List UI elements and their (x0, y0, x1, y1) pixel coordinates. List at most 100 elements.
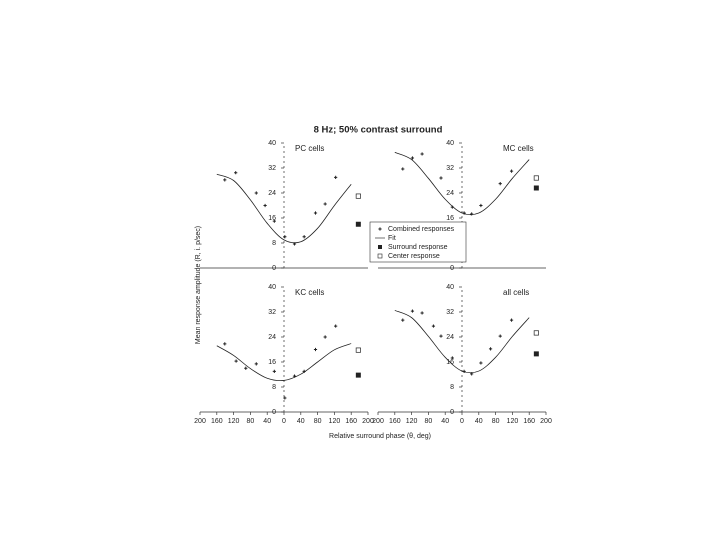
x-tick-label: 120 (329, 418, 341, 425)
panel-title: PC cells (295, 144, 324, 153)
combined-point (313, 211, 318, 215)
combined-point (420, 311, 424, 315)
y-tick-label: 32 (268, 165, 276, 172)
combined-point (272, 369, 276, 373)
legend-label: Surround response (388, 244, 448, 251)
combined-point (283, 396, 287, 400)
y-tick-label: 16 (268, 215, 276, 222)
y-tick-label: 24 (446, 334, 454, 341)
y-tick-label: 8 (272, 384, 276, 391)
combined-point (509, 318, 514, 322)
x-tick-label: 200 (362, 418, 374, 425)
combined-point (410, 156, 415, 160)
legend-label: Center response (388, 253, 440, 260)
legend-symbol (378, 245, 382, 249)
combined-point (313, 347, 318, 352)
combined-point (334, 175, 338, 179)
y-tick-label: 0 (272, 265, 276, 272)
combined-point (420, 152, 424, 156)
x-tick-label: 120 (228, 418, 240, 425)
legend-box (369, 221, 467, 263)
center-point (533, 330, 539, 336)
surround-point (355, 372, 361, 378)
x-tick-label: 120 (507, 418, 519, 425)
legend-label: Fit (388, 235, 396, 242)
figure-title: 8 Hz; 50% contrast surround (314, 125, 443, 136)
combined-point (450, 356, 454, 360)
center-point (355, 347, 361, 353)
x-tick-label: 160 (211, 418, 223, 425)
combined-point (234, 171, 238, 175)
x-tick-label: 40 (475, 418, 483, 425)
panel-title: all cells (503, 288, 529, 297)
x-tick-label: 160 (345, 418, 357, 425)
y-tick-label: 0 (272, 409, 276, 416)
combined-point (479, 203, 483, 208)
y-tick-label: 32 (446, 165, 454, 172)
combined-point (479, 361, 483, 365)
x-tick-label: 0 (460, 418, 464, 425)
x-tick-label: 80 (247, 418, 255, 425)
y-tick-label: 40 (446, 284, 454, 291)
combined-point (410, 309, 415, 313)
x-tick-label: 80 (425, 418, 433, 425)
fit-line (216, 343, 352, 382)
y-tick-label: 24 (268, 334, 276, 341)
x-tick-label: 0 (282, 418, 286, 425)
legend-label: Combined responses (388, 226, 455, 233)
y-tick-label: 0 (450, 265, 454, 272)
combined-point (401, 318, 405, 322)
panel-title: KC cells (295, 288, 324, 297)
x-tick-label: 80 (492, 418, 500, 425)
fit-line (394, 310, 530, 374)
x-tick-label: 40 (263, 418, 271, 425)
panel-title: MC cells (503, 144, 534, 153)
y-tick-label: 8 (272, 240, 276, 247)
x-tick-label: 40 (441, 418, 449, 425)
combined-point (323, 202, 327, 206)
x-tick-label: 200 (540, 418, 552, 425)
combined-point (244, 366, 248, 370)
combined-point (439, 334, 443, 338)
combined-point (263, 203, 267, 208)
combined-point (254, 191, 258, 195)
x-tick-label: 80 (314, 418, 322, 425)
combined-point (283, 235, 287, 239)
y-tick-label: 24 (446, 190, 454, 197)
y-tick-label: 16 (446, 215, 454, 222)
x-tick-label: 200 (194, 418, 206, 425)
x-tick-label: 40 (297, 418, 305, 425)
surround-point (533, 351, 539, 357)
combined-point (272, 219, 276, 223)
center-point (355, 193, 361, 199)
y-tick-label: 40 (446, 140, 454, 147)
y-axis-label: Mean response amplitude (R, i. p/sec) (195, 226, 202, 344)
y-tick-label: 8 (450, 384, 454, 391)
combined-point (234, 359, 238, 363)
center-point (533, 175, 539, 181)
y-tick-label: 40 (268, 284, 276, 291)
y-tick-label: 16 (268, 359, 276, 366)
legend-symbol (378, 227, 382, 231)
surround-point (533, 185, 539, 191)
combined-point (488, 347, 493, 351)
combined-point (498, 334, 502, 338)
fit-line (216, 173, 352, 244)
combined-point (509, 169, 514, 173)
y-tick-label: 0 (450, 409, 454, 416)
combined-point (439, 176, 443, 180)
combined-point (302, 235, 306, 239)
legend-symbol (377, 253, 383, 259)
y-tick-label: 40 (268, 140, 276, 147)
combined-point (254, 362, 258, 366)
combined-point (401, 167, 405, 171)
combined-point (431, 324, 436, 328)
x-tick-label: 160 (523, 418, 535, 425)
combined-point (223, 178, 227, 182)
x-tick-label: 200 (372, 418, 384, 425)
combined-point (498, 182, 502, 186)
y-tick-label: 32 (446, 309, 454, 316)
x-tick-label: 160 (389, 418, 401, 425)
y-tick-label: 32 (268, 309, 276, 316)
